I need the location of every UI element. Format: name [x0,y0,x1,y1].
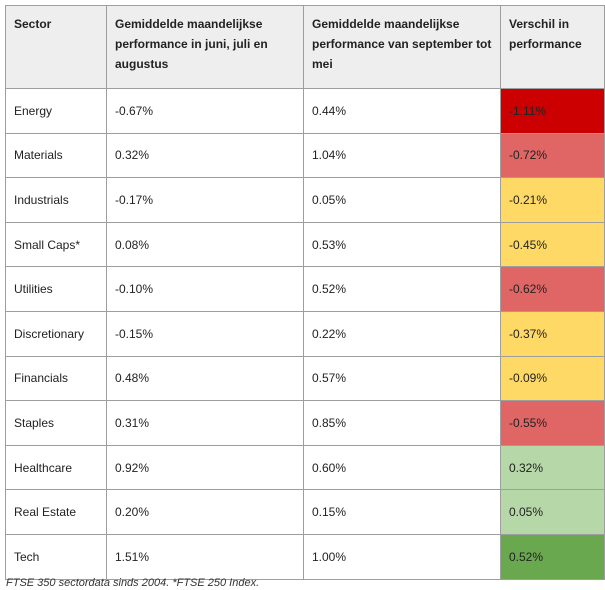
sector-cell: Financials [5,355,107,402]
difference-cell: -0.62% [500,266,605,312]
table-row: Utilities -0.10% 0.52% -0.62% [5,266,605,312]
sector-cell: Materials [5,132,107,179]
sector-cell: Utilities [5,266,107,312]
summer-performance-cell: 0.48% [106,355,304,402]
table-row: Healthcare 0.92% 0.60% 0.32% [5,444,605,491]
summer-performance-cell: 1.51% [106,533,304,580]
difference-cell: 0.52% [500,533,605,580]
sector-cell: Staples [5,400,107,446]
summer-performance-cell: 0.32% [106,132,304,179]
difference-cell: -0.45% [500,221,605,268]
sector-cell: Industrials [5,177,107,223]
difference-cell: 0.05% [500,489,605,535]
rest-performance-cell: 0.57% [303,355,501,402]
header-summer-performance: Gemiddelde maandelijkse performance in j… [106,5,304,89]
summer-performance-cell: -0.67% [106,88,304,134]
summer-performance-cell: 0.08% [106,221,304,268]
table-row: Small Caps* 0.08% 0.53% -0.45% [5,221,605,268]
summer-performance-cell: 0.92% [106,444,304,491]
rest-performance-cell: 1.04% [303,132,501,179]
sector-cell: Discretionary [5,310,107,357]
summer-performance-cell: -0.10% [106,266,304,312]
difference-cell: -0.09% [500,355,605,402]
summer-performance-cell: 0.20% [106,489,304,535]
summer-performance-cell: -0.17% [106,177,304,223]
difference-cell: -0.72% [500,132,605,179]
rest-performance-cell: 0.53% [303,221,501,268]
table-row: Industrials -0.17% 0.05% -0.21% [5,177,605,223]
sector-cell: Tech [5,533,107,580]
rest-performance-cell: 1.00% [303,533,501,580]
rest-performance-cell: 0.22% [303,310,501,357]
rest-performance-cell: 0.15% [303,489,501,535]
header-row: Sector Gemiddelde maandelijkse performan… [5,5,605,89]
footnote: FTSE 350 sectordata sinds 2004. *FTSE 25… [6,577,260,589]
difference-cell: -0.37% [500,310,605,357]
rest-performance-cell: 0.85% [303,400,501,446]
header-sector: Sector [5,5,107,89]
table-row: Energy -0.67% 0.44% -1.11% [5,88,605,134]
table-row: Staples 0.31% 0.85% -0.55% [5,400,605,446]
sector-cell: Small Caps* [5,221,107,268]
summer-performance-cell: -0.15% [106,310,304,357]
sector-cell: Energy [5,88,107,134]
header-rest-performance: Gemiddelde maandelijkse performance van … [303,5,501,89]
rest-performance-cell: 0.44% [303,88,501,134]
sector-cell: Healthcare [5,444,107,491]
header-difference: Verschil in performance [500,5,605,89]
rest-performance-cell: 0.05% [303,177,501,223]
rest-performance-cell: 0.52% [303,266,501,312]
sector-performance-table: Sector Gemiddelde maandelijkse performan… [5,5,605,580]
difference-cell: -0.21% [500,177,605,223]
table-row: Materials 0.32% 1.04% -0.72% [5,132,605,179]
table-row: Discretionary -0.15% 0.22% -0.37% [5,310,605,357]
table-row: Financials 0.48% 0.57% -0.09% [5,355,605,402]
difference-cell: 0.32% [500,444,605,491]
summer-performance-cell: 0.31% [106,400,304,446]
difference-cell: -1.11% [500,88,605,134]
table-row: Real Estate 0.20% 0.15% 0.05% [5,489,605,535]
difference-cell: -0.55% [500,400,605,446]
rest-performance-cell: 0.60% [303,444,501,491]
sector-cell: Real Estate [5,489,107,535]
table-row: Tech 1.51% 1.00% 0.52% [5,533,605,580]
